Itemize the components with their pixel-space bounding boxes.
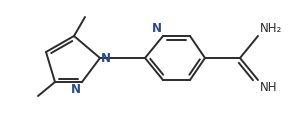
Text: NH: NH [260, 81, 278, 94]
Text: N: N [152, 22, 162, 35]
Text: N: N [71, 83, 81, 96]
Text: NH₂: NH₂ [260, 22, 282, 35]
Text: N: N [101, 51, 111, 65]
